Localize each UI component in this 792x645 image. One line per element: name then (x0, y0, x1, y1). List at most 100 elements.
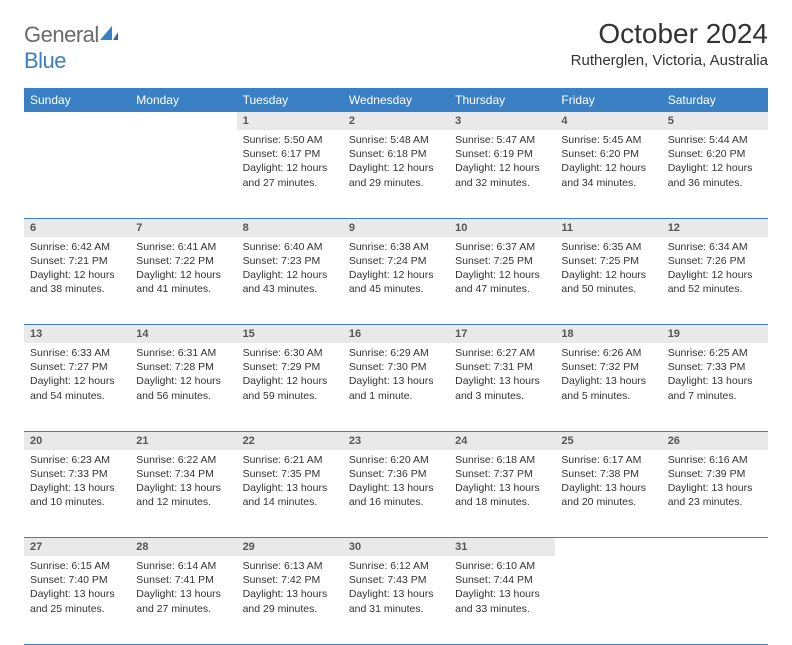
day-cell: Sunrise: 6:18 AMSunset: 7:37 PMDaylight:… (449, 450, 555, 538)
day-number: 29 (237, 538, 343, 556)
day-number: 16 (343, 325, 449, 343)
day-cell: Sunrise: 5:50 AMSunset: 6:17 PMDaylight:… (237, 130, 343, 218)
day-cell: Sunrise: 6:41 AMSunset: 7:22 PMDaylight:… (130, 237, 236, 325)
day-number: 9 (343, 219, 449, 237)
day-cell: Sunrise: 6:42 AMSunset: 7:21 PMDaylight:… (24, 237, 130, 325)
day-cell: Sunrise: 6:10 AMSunset: 7:44 PMDaylight:… (449, 556, 555, 644)
day-cell: Sunrise: 6:14 AMSunset: 7:41 PMDaylight:… (130, 556, 236, 644)
day-cell: Sunrise: 6:35 AMSunset: 7:25 PMDaylight:… (555, 237, 661, 325)
day-number: 22 (237, 432, 343, 450)
logo-sail-icon (100, 22, 118, 48)
day-content: Sunrise: 6:22 AMSunset: 7:34 PMDaylight:… (130, 450, 236, 516)
weekday-header: Sunday (24, 88, 130, 112)
day-content: Sunrise: 6:25 AMSunset: 7:33 PMDaylight:… (662, 343, 768, 409)
weekday-header-row: SundayMondayTuesdayWednesdayThursdayFrid… (24, 88, 768, 112)
day-content: Sunrise: 6:17 AMSunset: 7:38 PMDaylight:… (555, 450, 661, 516)
weekday-header: Thursday (449, 88, 555, 112)
day-number: 20 (24, 432, 130, 450)
day-content: Sunrise: 6:40 AMSunset: 7:23 PMDaylight:… (237, 237, 343, 303)
day-number: 17 (449, 325, 555, 343)
day-cell: Sunrise: 6:31 AMSunset: 7:28 PMDaylight:… (130, 343, 236, 431)
calendar-table: SundayMondayTuesdayWednesdayThursdayFrid… (24, 88, 768, 645)
day-number: 3 (449, 112, 555, 130)
day-number: 11 (555, 219, 661, 237)
day-number: 7 (130, 219, 236, 237)
day-cell: Sunrise: 6:17 AMSunset: 7:38 PMDaylight:… (555, 450, 661, 538)
day-content: Sunrise: 6:29 AMSunset: 7:30 PMDaylight:… (343, 343, 449, 409)
day-content: Sunrise: 6:42 AMSunset: 7:21 PMDaylight:… (24, 237, 130, 303)
header: GeneralBlue October 2024 Rutherglen, Vic… (24, 18, 768, 74)
day-content: Sunrise: 6:31 AMSunset: 7:28 PMDaylight:… (130, 343, 236, 409)
day-cell: Sunrise: 6:37 AMSunset: 7:25 PMDaylight:… (449, 237, 555, 325)
weekday-header: Saturday (662, 88, 768, 112)
day-number: 10 (449, 219, 555, 237)
day-number: 2 (343, 112, 449, 130)
day-number: 27 (24, 538, 130, 556)
day-content-row: Sunrise: 6:15 AMSunset: 7:40 PMDaylight:… (24, 556, 768, 644)
weekday-header: Monday (130, 88, 236, 112)
day-cell: Sunrise: 6:20 AMSunset: 7:36 PMDaylight:… (343, 450, 449, 538)
day-number: 1 (237, 112, 343, 130)
day-number: 13 (24, 325, 130, 343)
day-cell: Sunrise: 6:40 AMSunset: 7:23 PMDaylight:… (237, 237, 343, 325)
day-number (130, 112, 236, 118)
day-number: 30 (343, 538, 449, 556)
logo: GeneralBlue (24, 22, 118, 74)
daynum-row: 2728293031 (24, 538, 768, 557)
day-cell: Sunrise: 6:16 AMSunset: 7:39 PMDaylight:… (662, 450, 768, 538)
day-content: Sunrise: 5:44 AMSunset: 6:20 PMDaylight:… (662, 130, 768, 196)
day-cell: Sunrise: 5:48 AMSunset: 6:18 PMDaylight:… (343, 130, 449, 218)
day-content: Sunrise: 5:45 AMSunset: 6:20 PMDaylight:… (555, 130, 661, 196)
daynum-row: 13141516171819 (24, 325, 768, 344)
day-number (24, 112, 130, 118)
day-content: Sunrise: 5:50 AMSunset: 6:17 PMDaylight:… (237, 130, 343, 196)
day-cell: Sunrise: 5:45 AMSunset: 6:20 PMDaylight:… (555, 130, 661, 218)
day-content: Sunrise: 6:26 AMSunset: 7:32 PMDaylight:… (555, 343, 661, 409)
day-content-row: Sunrise: 6:33 AMSunset: 7:27 PMDaylight:… (24, 343, 768, 431)
day-cell: Sunrise: 6:33 AMSunset: 7:27 PMDaylight:… (24, 343, 130, 431)
day-cell: Sunrise: 6:23 AMSunset: 7:33 PMDaylight:… (24, 450, 130, 538)
title-block: October 2024 Rutherglen, Victoria, Austr… (571, 18, 768, 69)
day-content: Sunrise: 6:33 AMSunset: 7:27 PMDaylight:… (24, 343, 130, 409)
day-cell: Sunrise: 6:27 AMSunset: 7:31 PMDaylight:… (449, 343, 555, 431)
day-cell: Sunrise: 6:21 AMSunset: 7:35 PMDaylight:… (237, 450, 343, 538)
day-number: 6 (24, 219, 130, 237)
day-content: Sunrise: 6:30 AMSunset: 7:29 PMDaylight:… (237, 343, 343, 409)
day-content: Sunrise: 6:35 AMSunset: 7:25 PMDaylight:… (555, 237, 661, 303)
day-content: Sunrise: 6:18 AMSunset: 7:37 PMDaylight:… (449, 450, 555, 516)
day-content-row: Sunrise: 6:42 AMSunset: 7:21 PMDaylight:… (24, 237, 768, 325)
day-content: Sunrise: 6:27 AMSunset: 7:31 PMDaylight:… (449, 343, 555, 409)
day-cell (24, 130, 130, 218)
day-number: 15 (237, 325, 343, 343)
location: Rutherglen, Victoria, Australia (571, 52, 768, 69)
day-content: Sunrise: 6:41 AMSunset: 7:22 PMDaylight:… (130, 237, 236, 303)
day-content: Sunrise: 6:20 AMSunset: 7:36 PMDaylight:… (343, 450, 449, 516)
daynum-row: 12345 (24, 112, 768, 130)
day-content-row: Sunrise: 5:50 AMSunset: 6:17 PMDaylight:… (24, 130, 768, 218)
day-number: 14 (130, 325, 236, 343)
day-cell (130, 130, 236, 218)
logo-text-blue: Blue (24, 48, 66, 73)
day-number: 21 (130, 432, 236, 450)
day-cell: Sunrise: 6:30 AMSunset: 7:29 PMDaylight:… (237, 343, 343, 431)
logo-text-gray: General (24, 22, 99, 47)
day-number: 26 (662, 432, 768, 450)
day-cell: Sunrise: 5:44 AMSunset: 6:20 PMDaylight:… (662, 130, 768, 218)
day-cell (555, 556, 661, 644)
day-number: 12 (662, 219, 768, 237)
day-number: 19 (662, 325, 768, 343)
month-title: October 2024 (571, 18, 768, 50)
day-number: 23 (343, 432, 449, 450)
day-number: 25 (555, 432, 661, 450)
day-content: Sunrise: 6:38 AMSunset: 7:24 PMDaylight:… (343, 237, 449, 303)
day-cell: Sunrise: 6:12 AMSunset: 7:43 PMDaylight:… (343, 556, 449, 644)
day-number (662, 538, 768, 544)
day-content: Sunrise: 5:48 AMSunset: 6:18 PMDaylight:… (343, 130, 449, 196)
day-number: 4 (555, 112, 661, 130)
day-cell: Sunrise: 6:22 AMSunset: 7:34 PMDaylight:… (130, 450, 236, 538)
day-number: 5 (662, 112, 768, 130)
daynum-row: 6789101112 (24, 218, 768, 237)
day-cell: Sunrise: 6:29 AMSunset: 7:30 PMDaylight:… (343, 343, 449, 431)
day-content: Sunrise: 6:37 AMSunset: 7:25 PMDaylight:… (449, 237, 555, 303)
day-content: Sunrise: 6:21 AMSunset: 7:35 PMDaylight:… (237, 450, 343, 516)
